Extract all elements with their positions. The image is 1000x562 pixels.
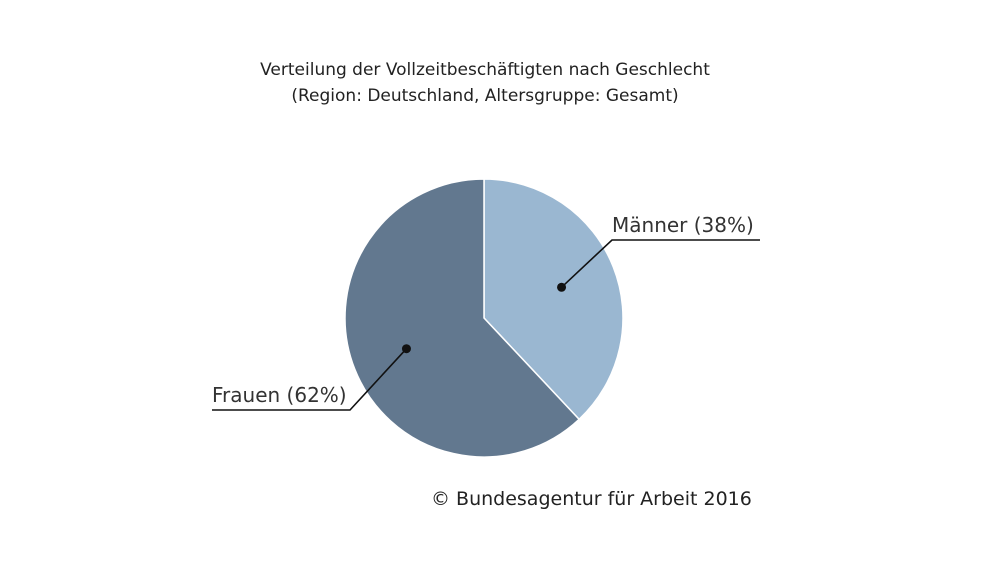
label-connector-maenner — [560, 239, 760, 288]
label-dot-frauen — [401, 344, 411, 354]
chart-subtitle: (Region: Deutschland, Altersgruppe: Gesa… — [291, 86, 679, 106]
label-dot-maenner — [557, 282, 567, 292]
label-connector-frauen — [212, 348, 408, 411]
slice-label-frauen: Frauen (62%) — [212, 383, 347, 407]
pie-slice-frauen — [344, 178, 581, 458]
chart-title: Verteilung der Vollzeitbeschäftigten nac… — [260, 60, 710, 80]
source-note: © Bundesagentur für Arbeit 2016 — [431, 488, 752, 510]
pie-slice-maenner — [483, 178, 624, 421]
slice-label-maenner: Männer (38%) — [612, 213, 754, 237]
